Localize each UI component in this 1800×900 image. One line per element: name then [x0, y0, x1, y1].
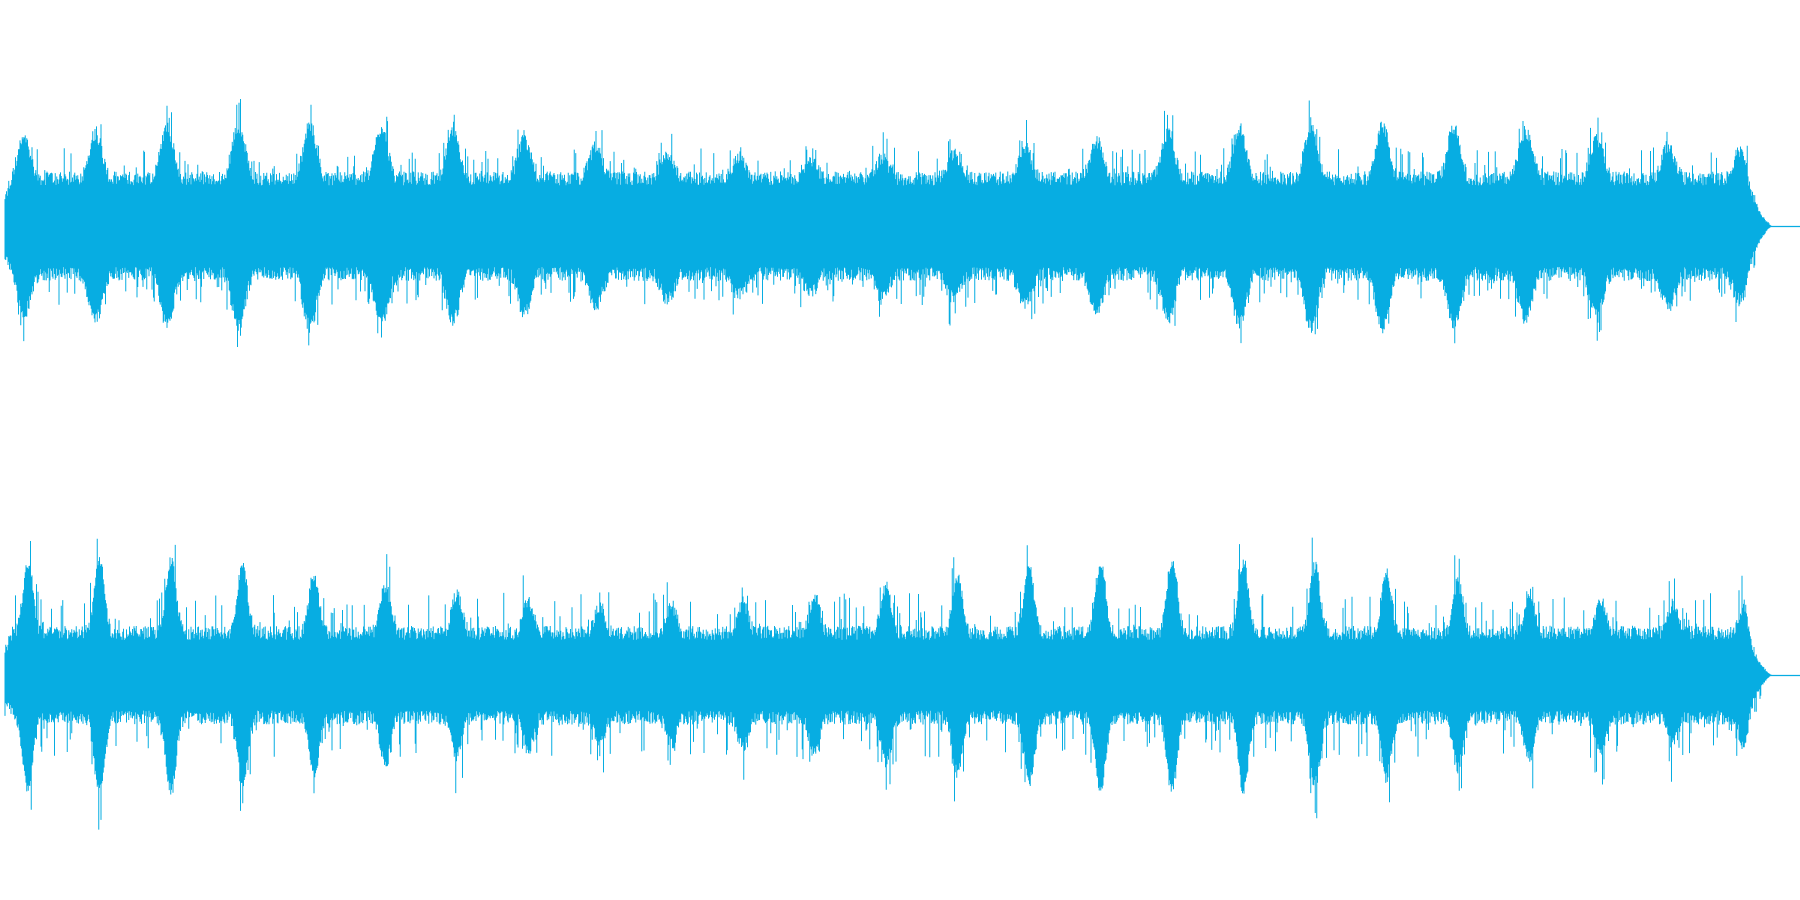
channel-core: [9, 645, 1745, 705]
channel-core: [9, 196, 1745, 256]
